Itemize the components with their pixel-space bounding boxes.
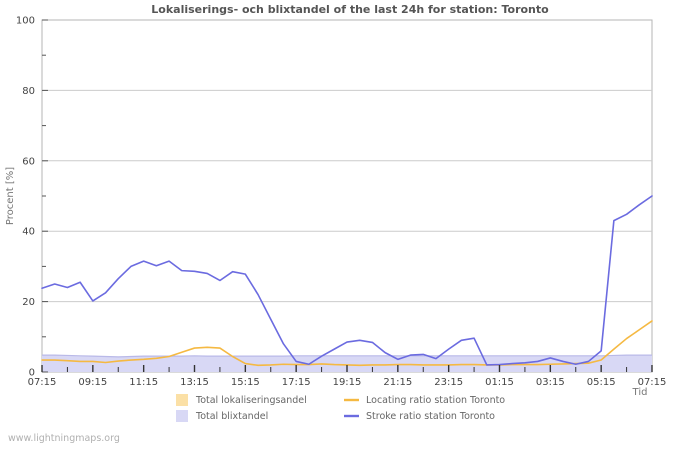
chart-legend: Total lokaliseringsandel Locating ratio s… (176, 394, 505, 422)
legend-item: Total blixtandel (176, 410, 268, 422)
x-axis-title: Tid (632, 387, 648, 398)
legend-label: Stroke ratio station Toronto (366, 411, 495, 422)
line-series-3 (41, 195, 653, 366)
chart-title: Lokaliserings- och blixtandel of the las… (151, 3, 549, 16)
y-axis: 0 20 40 60 80 100 (16, 16, 48, 379)
x-tick-label: 07:15 (638, 377, 667, 388)
area-series-edge-1 (42, 354, 652, 358)
legend-swatch (176, 394, 188, 406)
x-tick-label: 01:15 (485, 377, 514, 388)
x-tick-label: 11:15 (129, 377, 158, 388)
legend-item: Stroke ratio station Toronto (344, 411, 495, 422)
legend-item: Locating ratio station Toronto (344, 395, 505, 406)
plot-area (41, 19, 653, 373)
y-tick-label: 0 (29, 368, 35, 379)
x-tick-label: 07:15 (28, 377, 57, 388)
x-tick-label: 13:15 (180, 377, 209, 388)
x-tick-label: 05:15 (587, 377, 616, 388)
x-axis: 07:15 09:15 11:15 13:15 15:15 17:15 19:15 21:15… (28, 365, 667, 388)
y-axis-title: Procent [%] (5, 167, 16, 225)
y-tick-label: 60 (22, 156, 35, 167)
x-tick-label: 15:15 (231, 377, 260, 388)
line-series-2 (41, 320, 653, 367)
x-tick-label: 23:15 (434, 377, 463, 388)
y-tick-label: 80 (22, 86, 35, 97)
plot-frame (41, 19, 653, 373)
x-tick-label: 21:15 (383, 377, 412, 388)
y-tick-label: 100 (16, 16, 35, 27)
legend-label: Locating ratio station Toronto (366, 395, 505, 406)
y-tick-label: 20 (22, 297, 35, 308)
watermark-label: www.lightningmaps.org (8, 433, 120, 444)
legend-item: Total lokaliseringsandel (176, 394, 307, 406)
line-series-layer (41, 195, 653, 367)
x-tick-label: 03:15 (536, 377, 565, 388)
y-tick-label: 40 (22, 227, 35, 238)
legend-label: Total blixtandel (195, 411, 268, 422)
legend-label: Total lokaliseringsandel (195, 395, 307, 406)
x-tick-label: 09:15 (78, 377, 107, 388)
grid-lines (42, 89, 652, 303)
x-tick-label: 19:15 (333, 377, 362, 388)
x-tick-label: 17:15 (282, 377, 311, 388)
legend-swatch (176, 410, 188, 422)
